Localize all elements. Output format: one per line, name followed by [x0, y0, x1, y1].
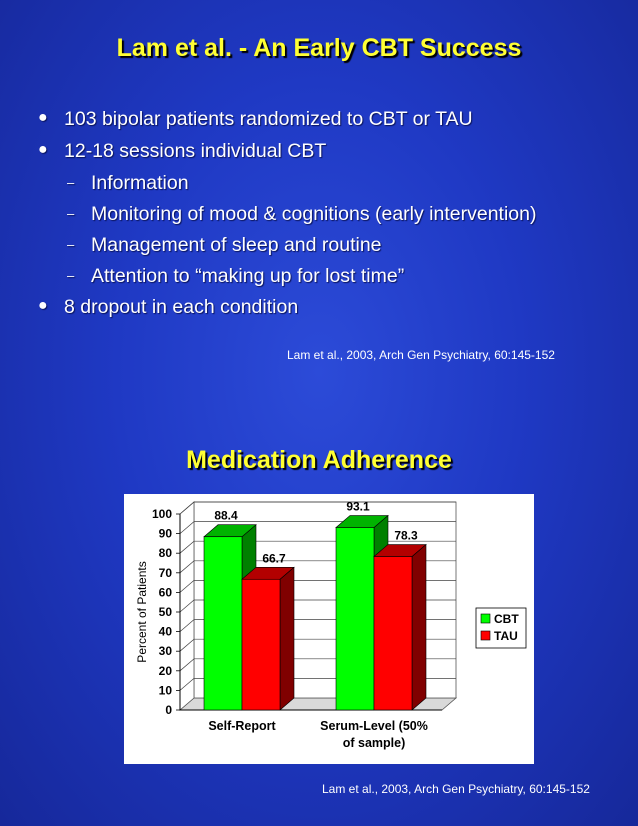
bullet-item: ● 8 dropout in each condition: [38, 296, 299, 319]
legend-swatch: [480, 613, 491, 624]
legend-label: CBT: [494, 612, 519, 626]
dash-icon: –: [67, 237, 75, 252]
sub-bullet-item: – Information: [67, 172, 189, 195]
sub-bullet-item: – Monitoring of mood & cognitions (early …: [67, 203, 537, 226]
y-tick-label: 40: [159, 625, 173, 639]
data-label: 66.7: [262, 551, 286, 565]
sub-bullet-item: – Attention to “making up for lost time”: [67, 265, 405, 288]
citation-bottom: Lam et al., 2003, Arch Gen Psychiatry, 6…: [322, 782, 590, 796]
bar-chart: 0 10 20 30 40 50 60 70 80 90 100 Percent of Patient…: [135, 500, 527, 750]
y-tick-label: 100: [152, 507, 172, 521]
y-tick-label: 60: [159, 585, 173, 599]
dash-icon: –: [67, 175, 75, 190]
y-tick-label: 50: [159, 605, 173, 619]
bullet-text: Management of sleep and routine: [91, 234, 382, 256]
sub-bullet-item: – Management of sleep and routine: [67, 234, 382, 257]
legend-label: TAU: [494, 629, 518, 643]
y-tick-label: 70: [159, 566, 173, 580]
bullet-dot-icon: ●: [38, 141, 48, 158]
bar-cbt: [203, 536, 243, 711]
bullet-text: Information: [91, 172, 189, 194]
x-tick-label: Serum-Level (50%: [320, 719, 428, 733]
bullet-text: 103 bipolar patients randomized to CBT o…: [64, 108, 473, 130]
bar-cbt: [335, 527, 375, 711]
bullet-text: Attention to “making up for lost time”: [91, 265, 405, 287]
dash-icon: –: [67, 206, 75, 221]
y-tick-label: 0: [165, 703, 172, 717]
y-tick-label: 20: [159, 664, 173, 678]
bullet-text: Monitoring of mood & cognitions (early i…: [91, 203, 537, 225]
bar-tau: [241, 578, 281, 711]
bar-side: [411, 543, 427, 711]
chart-title: Medication Adherence: [186, 446, 452, 474]
y-tick-label: 80: [159, 546, 173, 560]
y-tick-label: 30: [159, 644, 173, 658]
data-label: 93.1: [346, 500, 370, 514]
data-label: 78.3: [394, 529, 418, 543]
bullet-dot-icon: ●: [38, 109, 48, 126]
citation-top: Lam et al., 2003, Arch Gen Psychiatry, 6…: [287, 348, 555, 362]
y-axis-label: Percent of Patients: [135, 561, 149, 662]
gridline: [179, 501, 456, 515]
legend-swatch: [480, 630, 491, 641]
data-label: 88.4: [214, 509, 238, 523]
x-tick-label: of sample): [343, 736, 406, 750]
bullet-text: 8 dropout in each condition: [64, 296, 299, 318]
dash-icon: –: [67, 268, 75, 283]
y-tick-label: 90: [159, 527, 173, 541]
bullet-item: ● 103 bipolar patients randomized to CBT …: [38, 108, 473, 131]
chart-area: 0 10 20 30 40 50 60 70 80 90 100 Percent of Patient…: [124, 494, 534, 764]
x-tick-label: Self-Report: [208, 719, 276, 733]
bar-side: [279, 566, 295, 711]
bullet-dot-icon: ●: [38, 297, 48, 314]
bullet-item: ● 12-18 sessions individual CBT: [38, 140, 327, 163]
y-tick-label: 10: [159, 683, 173, 697]
bullet-text: 12-18 sessions individual CBT: [64, 140, 327, 162]
bar-tau: [373, 556, 413, 711]
slide-title: Lam et al. - An Early CBT Success: [116, 34, 522, 62]
